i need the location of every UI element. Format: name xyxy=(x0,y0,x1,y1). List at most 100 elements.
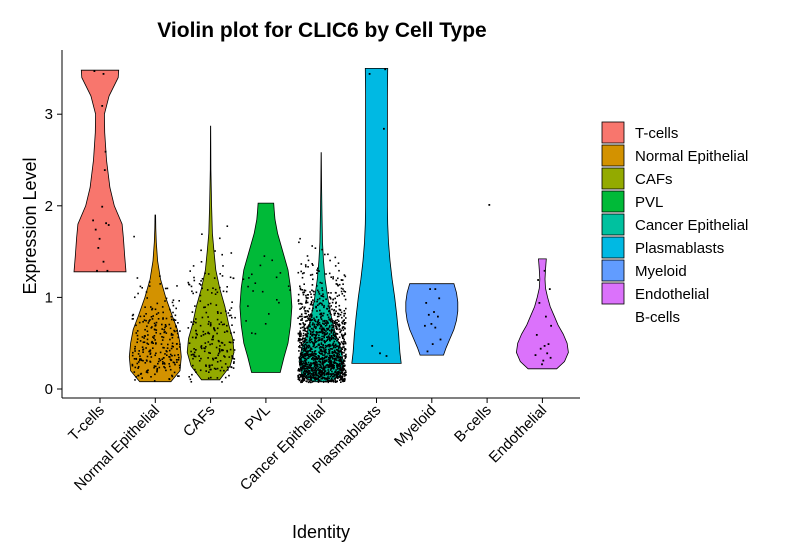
data-point xyxy=(307,325,310,327)
data-point xyxy=(139,355,141,357)
data-point xyxy=(324,377,327,379)
data-point xyxy=(161,336,163,338)
data-point xyxy=(550,324,552,327)
data-point xyxy=(322,314,324,317)
data-point xyxy=(327,364,330,367)
data-point xyxy=(227,369,229,371)
data-point xyxy=(335,321,338,324)
data-point xyxy=(331,373,334,375)
data-point xyxy=(135,332,138,334)
data-point xyxy=(323,350,325,352)
data-point xyxy=(210,323,212,326)
data-point xyxy=(159,332,162,335)
data-point xyxy=(169,356,171,358)
data-point xyxy=(251,273,253,276)
data-point xyxy=(311,284,314,286)
data-point xyxy=(343,346,345,348)
data-point xyxy=(146,370,148,372)
data-point xyxy=(343,334,346,336)
data-point xyxy=(310,373,312,375)
data-point xyxy=(298,356,300,359)
data-point xyxy=(300,354,303,356)
data-point xyxy=(330,328,333,331)
data-point xyxy=(214,357,217,359)
data-point xyxy=(310,362,312,364)
data-point xyxy=(320,346,323,349)
data-point xyxy=(344,342,347,345)
data-point xyxy=(156,370,158,373)
data-point xyxy=(217,312,219,314)
data-point xyxy=(216,332,218,335)
data-point xyxy=(303,307,305,310)
data-point xyxy=(333,320,336,323)
data-point xyxy=(332,320,334,322)
data-point xyxy=(169,353,172,356)
data-point xyxy=(323,328,326,331)
data-point xyxy=(302,335,305,337)
data-point xyxy=(332,366,335,369)
data-point xyxy=(334,297,336,300)
data-point xyxy=(315,374,318,377)
data-point xyxy=(309,325,311,328)
data-point xyxy=(329,360,331,363)
data-point xyxy=(228,356,231,358)
data-point xyxy=(338,359,340,362)
data-point xyxy=(302,329,305,332)
data-point xyxy=(316,357,319,360)
data-point xyxy=(300,368,303,371)
data-point xyxy=(308,350,311,352)
data-point xyxy=(344,378,346,381)
data-point xyxy=(231,324,233,326)
data-point xyxy=(307,355,310,357)
legend-swatch xyxy=(601,213,625,236)
data-point xyxy=(323,354,326,356)
data-point xyxy=(305,265,307,268)
data-point xyxy=(221,275,224,277)
data-point xyxy=(152,336,154,338)
data-point xyxy=(320,315,322,318)
data-point xyxy=(208,332,211,335)
data-point xyxy=(150,341,153,344)
data-point xyxy=(170,347,173,350)
data-point xyxy=(331,348,333,350)
data-point xyxy=(300,270,302,273)
data-point xyxy=(312,264,314,266)
data-point xyxy=(318,379,321,382)
data-point xyxy=(321,335,323,338)
data-point xyxy=(174,330,176,333)
data-point xyxy=(307,354,309,356)
data-point xyxy=(338,323,340,326)
data-point xyxy=(317,368,320,370)
data-point xyxy=(162,336,165,339)
data-point xyxy=(305,375,308,377)
data-point xyxy=(305,370,307,373)
data-point xyxy=(171,342,174,345)
data-point xyxy=(161,306,164,308)
legend-label: T-cells xyxy=(635,125,678,142)
data-point xyxy=(312,290,315,293)
data-point xyxy=(106,269,109,272)
data-point xyxy=(145,359,148,361)
legend: T-cells Normal Epithelial CAFs PVL Cancer Ep… xyxy=(601,121,748,326)
data-point xyxy=(155,331,157,334)
data-point xyxy=(331,326,334,329)
data-point xyxy=(228,314,231,317)
data-point xyxy=(309,291,311,293)
data-point xyxy=(336,295,339,297)
data-point xyxy=(325,330,327,332)
data-point xyxy=(314,376,317,378)
data-point xyxy=(176,361,178,363)
data-point xyxy=(320,375,323,377)
data-point xyxy=(198,283,201,285)
data-point xyxy=(322,372,324,374)
data-point xyxy=(152,347,154,349)
data-point xyxy=(216,377,219,379)
data-point xyxy=(324,346,327,349)
data-point xyxy=(339,375,342,377)
data-point xyxy=(325,320,328,322)
data-point xyxy=(101,205,104,208)
data-point xyxy=(167,343,169,346)
data-point xyxy=(133,358,136,360)
data-point xyxy=(289,289,291,291)
data-point xyxy=(330,276,332,278)
